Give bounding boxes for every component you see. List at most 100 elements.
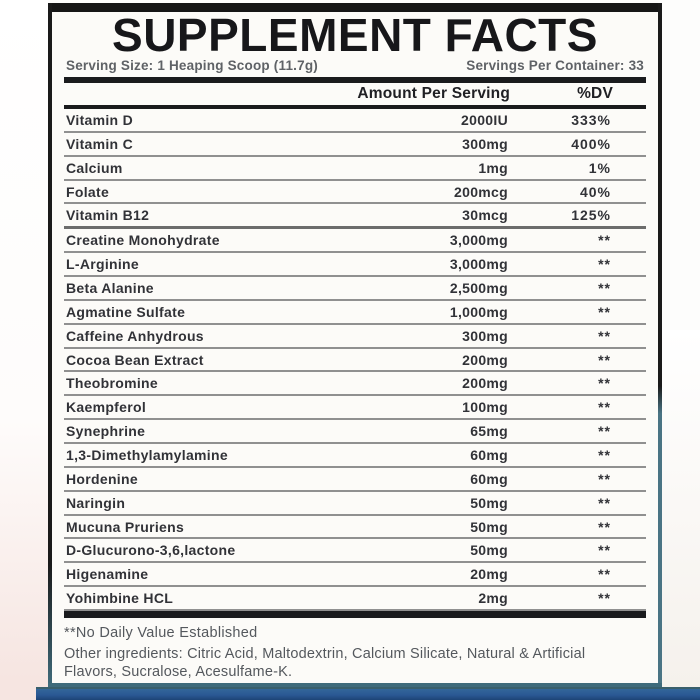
ingredient-dv: ** [598, 232, 611, 249]
ingredient-row: Naringin 50mg ** [64, 492, 646, 516]
ingredient-name: Kaempferol [66, 399, 147, 416]
ingredient-row: Kaempferol 100mg ** [64, 396, 646, 421]
divider-bar-bottom [64, 611, 646, 618]
ingredient-name: Vitamin C [66, 135, 134, 152]
ingredient-row: Higenamine 20mg ** [64, 563, 646, 588]
ingredient-amount: 65mg [470, 423, 508, 440]
ingredient-dv: 125% [571, 207, 611, 224]
ingredient-dv: ** [598, 423, 611, 440]
ingredient-row: Vitamin B12 30mcg 125% [64, 204, 646, 230]
ingredient-row: Folate 200mcg 40% [64, 181, 646, 205]
ingredient-name: Mucuna Pruriens [66, 518, 185, 535]
ingredient-table: Vitamin D 2000IU 333% Vitamin C 300mg 40… [64, 109, 646, 612]
ingredient-amount: 20mg [470, 566, 508, 583]
ingredient-amount: 200mg [462, 351, 508, 368]
ingredient-name: Creatine Monohydrate [66, 232, 220, 249]
panel-title: SUPPLEMENT FACTS [112, 12, 598, 61]
ingredient-name: Hordenine [66, 470, 138, 487]
ingredient-dv: ** [598, 518, 611, 535]
divider-bar-top [64, 77, 646, 83]
ingredient-dv: ** [598, 470, 611, 487]
ingredient-dv: ** [598, 590, 611, 607]
ingredient-amount: 50mg [470, 518, 508, 535]
ingredient-amount: 2mg [478, 590, 508, 607]
servings-per-container-text: Servings Per Container: 33 [466, 58, 644, 73]
other-ingredients: Other ingredients: Citric Acid, Maltodex… [64, 646, 586, 680]
panel-border-bottom [48, 683, 662, 687]
ingredient-name: Caffeine Anhydrous [66, 327, 204, 344]
ingredient-row: Vitamin D 2000IU 333% [64, 109, 646, 133]
ingredient-dv: ** [598, 494, 611, 511]
ingredient-row: L-Arginine 3,000mg ** [64, 253, 646, 278]
column-header-amount: Amount Per Serving [357, 85, 510, 102]
ingredient-name: Vitamin B12 [66, 207, 150, 224]
ingredient-name: Higenamine [66, 566, 149, 583]
serving-size-text: Serving Size: 1 Heaping Scoop (11.7g) [66, 58, 318, 73]
ingredient-dv: ** [598, 351, 611, 368]
ingredient-name: Folate [66, 183, 110, 200]
ingredient-name: Cocoa Bean Extract [66, 351, 204, 368]
ingredient-amount: 50mg [470, 542, 508, 559]
table-header-row: Amount Per Serving %DV [64, 84, 646, 103]
ingredient-row: 1,3-Dimethylamylamine 60mg ** [64, 444, 646, 468]
ingredient-amount: 200mg [462, 375, 508, 392]
ingredient-amount: 60mg [470, 470, 508, 487]
panel-border-right [658, 3, 662, 687]
ingredient-amount: 300mg [462, 135, 508, 152]
ingredient-dv: ** [598, 256, 611, 273]
ingredient-name: Yohimbine HCL [66, 590, 174, 607]
ingredient-amount: 2000IU [461, 111, 508, 128]
ingredient-row: Hordenine 60mg ** [64, 468, 646, 492]
ingredient-dv: ** [598, 542, 611, 559]
ingredient-row: Synephrine 65mg ** [64, 420, 646, 445]
page-right-margin [662, 330, 700, 687]
ingredient-name: Calcium [66, 159, 123, 176]
ingredient-amount: 300mg [462, 327, 508, 344]
ingredient-amount: 3,000mg [449, 256, 508, 273]
panel-border-left [48, 3, 52, 687]
ingredient-row: Cocoa Bean Extract 200mg ** [64, 349, 646, 373]
ingredient-row: Agmatine Sulfate 1,000mg ** [64, 301, 646, 325]
divider-bar-header [64, 105, 646, 109]
ingredient-name: 1,3-Dimethylamylamine [66, 446, 228, 463]
ingredient-amount: 60mg [470, 446, 508, 463]
panel-border-top [48, 3, 662, 12]
panel-content: SUPPLEMENT FACTS Serving Size: 1 Heaping… [52, 12, 658, 683]
ingredient-row: Vitamin C 300mg 400% [64, 133, 646, 157]
bottom-blue-strip [36, 687, 700, 700]
ingredient-dv: ** [598, 327, 611, 344]
serving-info-row: Serving Size: 1 Heaping Scoop (11.7g) Se… [64, 58, 646, 74]
ingredient-amount: 1,000mg [449, 303, 508, 320]
ingredient-amount: 200mcg [454, 183, 508, 200]
ingredient-dv: 400% [571, 135, 611, 152]
ingredient-amount: 30mcg [462, 207, 508, 224]
ingredient-dv: ** [598, 446, 611, 463]
ingredient-amount: 3,000mg [449, 232, 508, 249]
ingredient-row: Mucuna Pruriens 50mg ** [64, 516, 646, 540]
ingredient-dv: 40% [579, 183, 611, 200]
ingredient-name: Synephrine [66, 423, 146, 440]
ingredient-row: Beta Alanine 2,500mg ** [64, 277, 646, 301]
ingredient-amount: 50mg [470, 494, 508, 511]
ingredient-name: Naringin [66, 494, 126, 511]
ingredient-name: Beta Alanine [66, 279, 154, 296]
ingredient-row: Yohimbine HCL 2mg ** [64, 587, 646, 612]
ingredient-amount: 1mg [478, 159, 508, 176]
ingredient-name: Theobromine [66, 375, 158, 392]
ingredient-dv: ** [598, 375, 611, 392]
ingredient-dv: ** [598, 566, 611, 583]
ingredient-dv: 1% [588, 159, 611, 176]
ingredient-row: D-Glucurono-3,6,lactone 50mg ** [64, 539, 646, 564]
ingredient-dv: 333% [571, 111, 611, 128]
ingredient-amount: 2,500mg [449, 279, 508, 296]
ingredient-amount: 100mg [462, 399, 508, 416]
ingredient-row: Caffeine Anhydrous 300mg ** [64, 325, 646, 349]
ingredient-row: Creatine Monohydrate 3,000mg ** [64, 229, 646, 254]
supplement-facts-panel: SUPPLEMENT FACTS Serving Size: 1 Heaping… [48, 3, 662, 687]
ingredient-name: Vitamin D [66, 111, 134, 128]
column-header-dv: %DV [577, 85, 613, 102]
ingredient-dv: ** [598, 279, 611, 296]
ingredient-name: L-Arginine [66, 256, 139, 273]
ingredient-row: Theobromine 200mg ** [64, 372, 646, 397]
